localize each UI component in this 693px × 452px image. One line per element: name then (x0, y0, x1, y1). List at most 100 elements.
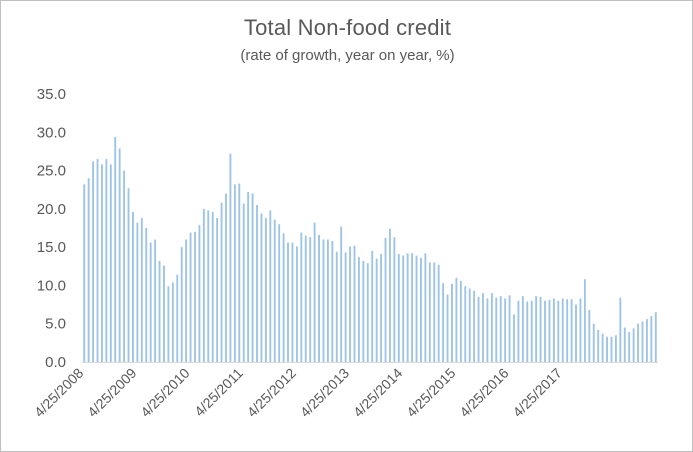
bar (335, 251, 338, 362)
bar (575, 304, 577, 362)
bar (132, 211, 134, 362)
y-tick-label: 10.0 (37, 277, 66, 294)
chart-title: Total Non-food credit (243, 15, 452, 40)
bar (371, 250, 374, 362)
bar (278, 224, 281, 362)
bar (96, 159, 99, 362)
bar (229, 153, 232, 362)
bar (149, 242, 152, 362)
bar (610, 336, 613, 362)
bar (473, 290, 476, 362)
bar (486, 298, 489, 362)
bar (455, 277, 458, 362)
x-tick-label: 4/25/2010 (137, 365, 193, 421)
bars-group (83, 136, 657, 362)
bar (468, 288, 471, 362)
bar (185, 239, 188, 362)
bar (570, 299, 573, 362)
bar (269, 210, 272, 362)
bar (406, 253, 409, 362)
bar (171, 282, 174, 362)
bar (189, 232, 192, 362)
bar (154, 239, 157, 362)
bar (225, 193, 227, 362)
bar (340, 226, 343, 362)
bar (583, 279, 586, 362)
bar (238, 183, 241, 362)
bar (446, 294, 449, 362)
bar (464, 286, 467, 362)
bar (521, 296, 524, 362)
bar (233, 184, 236, 362)
bar (433, 262, 436, 362)
bar (451, 283, 453, 362)
y-tick-label: 15.0 (37, 239, 66, 256)
x-tick-label: 4/25/2014 (350, 365, 406, 421)
bar (380, 254, 383, 362)
x-tick-label: 4/25/2008 (31, 365, 87, 421)
bar (194, 231, 196, 362)
bar (495, 297, 498, 362)
bar (326, 239, 329, 362)
bar (601, 333, 604, 362)
bar (561, 298, 564, 362)
bar (517, 300, 520, 362)
bar (366, 263, 369, 362)
bar (83, 184, 86, 362)
bar (397, 254, 400, 362)
x-tick-label: 4/25/2016 (456, 365, 512, 421)
bar (304, 235, 307, 362)
x-tick-label: 4/25/2009 (84, 365, 140, 421)
bar (384, 237, 387, 362)
x-tick-label: 4/25/2017 (509, 365, 565, 421)
bar (87, 178, 90, 362)
y-tick-label: 5.0 (45, 316, 66, 333)
bar (101, 164, 103, 362)
bar (313, 222, 316, 362)
bar (145, 228, 148, 362)
bar (105, 159, 108, 362)
x-tick-label: 4/25/2011 (191, 365, 246, 420)
bar (579, 298, 582, 362)
bar (389, 228, 391, 362)
bar (109, 164, 112, 362)
bar (628, 332, 631, 362)
bar (331, 241, 334, 362)
bar (437, 264, 440, 362)
bar (490, 293, 493, 362)
bar (513, 314, 515, 362)
bar (526, 301, 529, 362)
y-tick-label: 0.0 (45, 354, 66, 371)
bar (459, 280, 462, 362)
bar (597, 329, 600, 362)
bar (220, 202, 223, 362)
y-tick-label: 20.0 (37, 201, 66, 218)
y-tick-label: 30.0 (37, 124, 66, 141)
bar (287, 242, 289, 362)
bar (632, 328, 635, 362)
bar (544, 300, 546, 362)
bar (180, 247, 183, 362)
bar (198, 224, 201, 362)
bar (557, 300, 560, 362)
bar (300, 232, 303, 362)
bar (140, 218, 143, 362)
bar (92, 161, 95, 362)
bar (499, 296, 502, 362)
bar (256, 205, 258, 362)
bar (127, 188, 130, 362)
bar (242, 203, 245, 362)
chart-subtitle: (rate of growth, year on year, %) (240, 47, 455, 64)
bar (114, 136, 117, 362)
bar (158, 260, 161, 362)
bar (482, 293, 484, 362)
bar (295, 246, 298, 362)
bar (202, 208, 205, 362)
bar (415, 255, 418, 362)
bar (530, 300, 533, 362)
bar (477, 296, 480, 362)
y-tick-label: 25.0 (37, 163, 66, 180)
bar (167, 286, 170, 362)
bar (260, 213, 263, 362)
